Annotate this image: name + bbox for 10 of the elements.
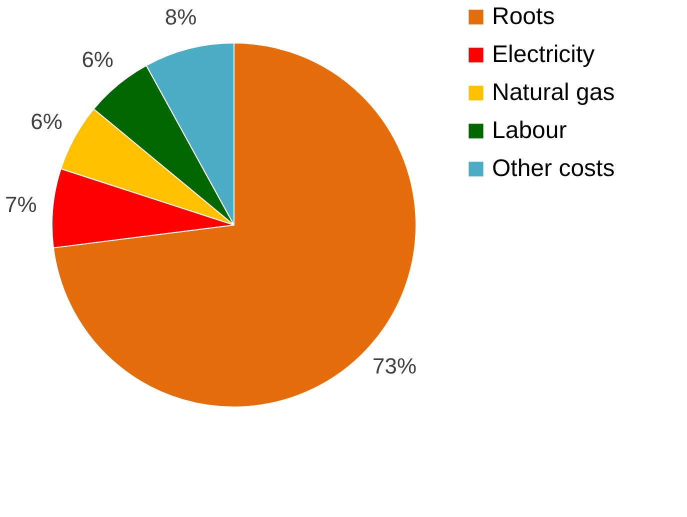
- legend-label: Labour: [492, 117, 567, 144]
- legend-label: Roots: [492, 3, 555, 30]
- data-label: 6%: [82, 47, 114, 72]
- data-label: 73%: [372, 354, 417, 379]
- data-label: 7%: [5, 192, 37, 217]
- legend-label: Natural gas: [492, 79, 615, 106]
- legend-label: Electricity: [492, 41, 595, 68]
- data-label: 8%: [164, 4, 197, 30]
- legend-label: Other costs: [492, 155, 615, 182]
- data-label: 6%: [30, 108, 62, 134]
